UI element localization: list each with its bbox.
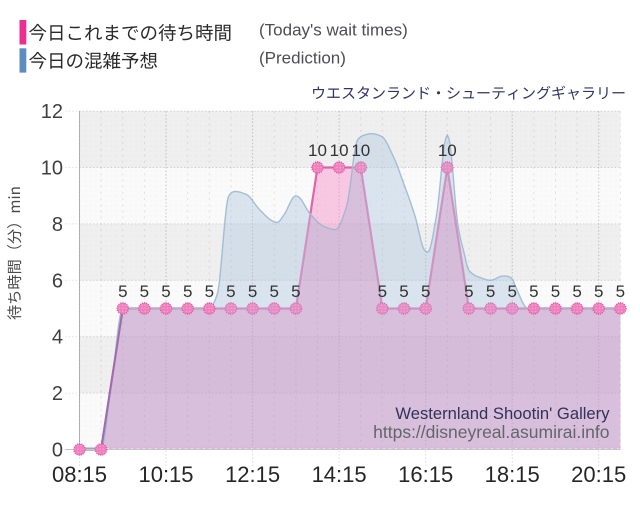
svg-text:4: 4 — [52, 327, 63, 349]
svg-text:14:15: 14:15 — [312, 462, 367, 487]
svg-text:18:15: 18:15 — [485, 462, 540, 487]
svg-text:5: 5 — [205, 282, 214, 301]
svg-text:5: 5 — [226, 282, 235, 301]
svg-text:5: 5 — [507, 282, 516, 301]
svg-text:10: 10 — [438, 141, 457, 160]
svg-text:0: 0 — [52, 440, 63, 462]
svg-text:10: 10 — [330, 141, 349, 160]
svg-text:5: 5 — [486, 282, 495, 301]
svg-text:5: 5 — [421, 282, 430, 301]
svg-text:5: 5 — [140, 282, 149, 301]
svg-text:5: 5 — [183, 282, 192, 301]
svg-text:5: 5 — [399, 282, 408, 301]
svg-text:5: 5 — [594, 282, 603, 301]
svg-text:(Today's wait times): (Today's wait times) — [259, 21, 408, 40]
svg-text:20:15: 20:15 — [571, 462, 626, 487]
svg-text:8: 8 — [52, 214, 63, 236]
svg-text:5: 5 — [378, 282, 387, 301]
svg-text:2: 2 — [52, 383, 63, 405]
svg-text:10: 10 — [308, 141, 327, 160]
svg-text:5: 5 — [248, 282, 257, 301]
svg-text:12: 12 — [41, 101, 63, 123]
svg-text:6: 6 — [52, 270, 63, 292]
svg-text:5: 5 — [551, 282, 560, 301]
svg-text:5: 5 — [269, 282, 278, 301]
svg-text:5: 5 — [529, 282, 538, 301]
svg-text:12:15: 12:15 — [225, 462, 280, 487]
svg-text:5: 5 — [161, 282, 170, 301]
svg-text:10:15: 10:15 — [138, 462, 193, 487]
svg-text:5: 5 — [616, 282, 625, 301]
svg-text:https://disneyreal.asumirai.in: https://disneyreal.asumirai.info — [373, 422, 609, 442]
svg-text:16:15: 16:15 — [398, 462, 453, 487]
svg-text:10: 10 — [351, 141, 370, 160]
svg-text:5: 5 — [118, 282, 127, 301]
svg-text:5: 5 — [572, 282, 581, 301]
svg-text:(Prediction): (Prediction) — [259, 49, 346, 68]
svg-text:5: 5 — [291, 282, 300, 301]
svg-text:Westernland Shootin' Gallery: Westernland Shootin' Gallery — [395, 404, 610, 423]
svg-text:10: 10 — [41, 158, 63, 180]
svg-text:5: 5 — [464, 282, 473, 301]
svg-text:08:15: 08:15 — [52, 462, 107, 487]
